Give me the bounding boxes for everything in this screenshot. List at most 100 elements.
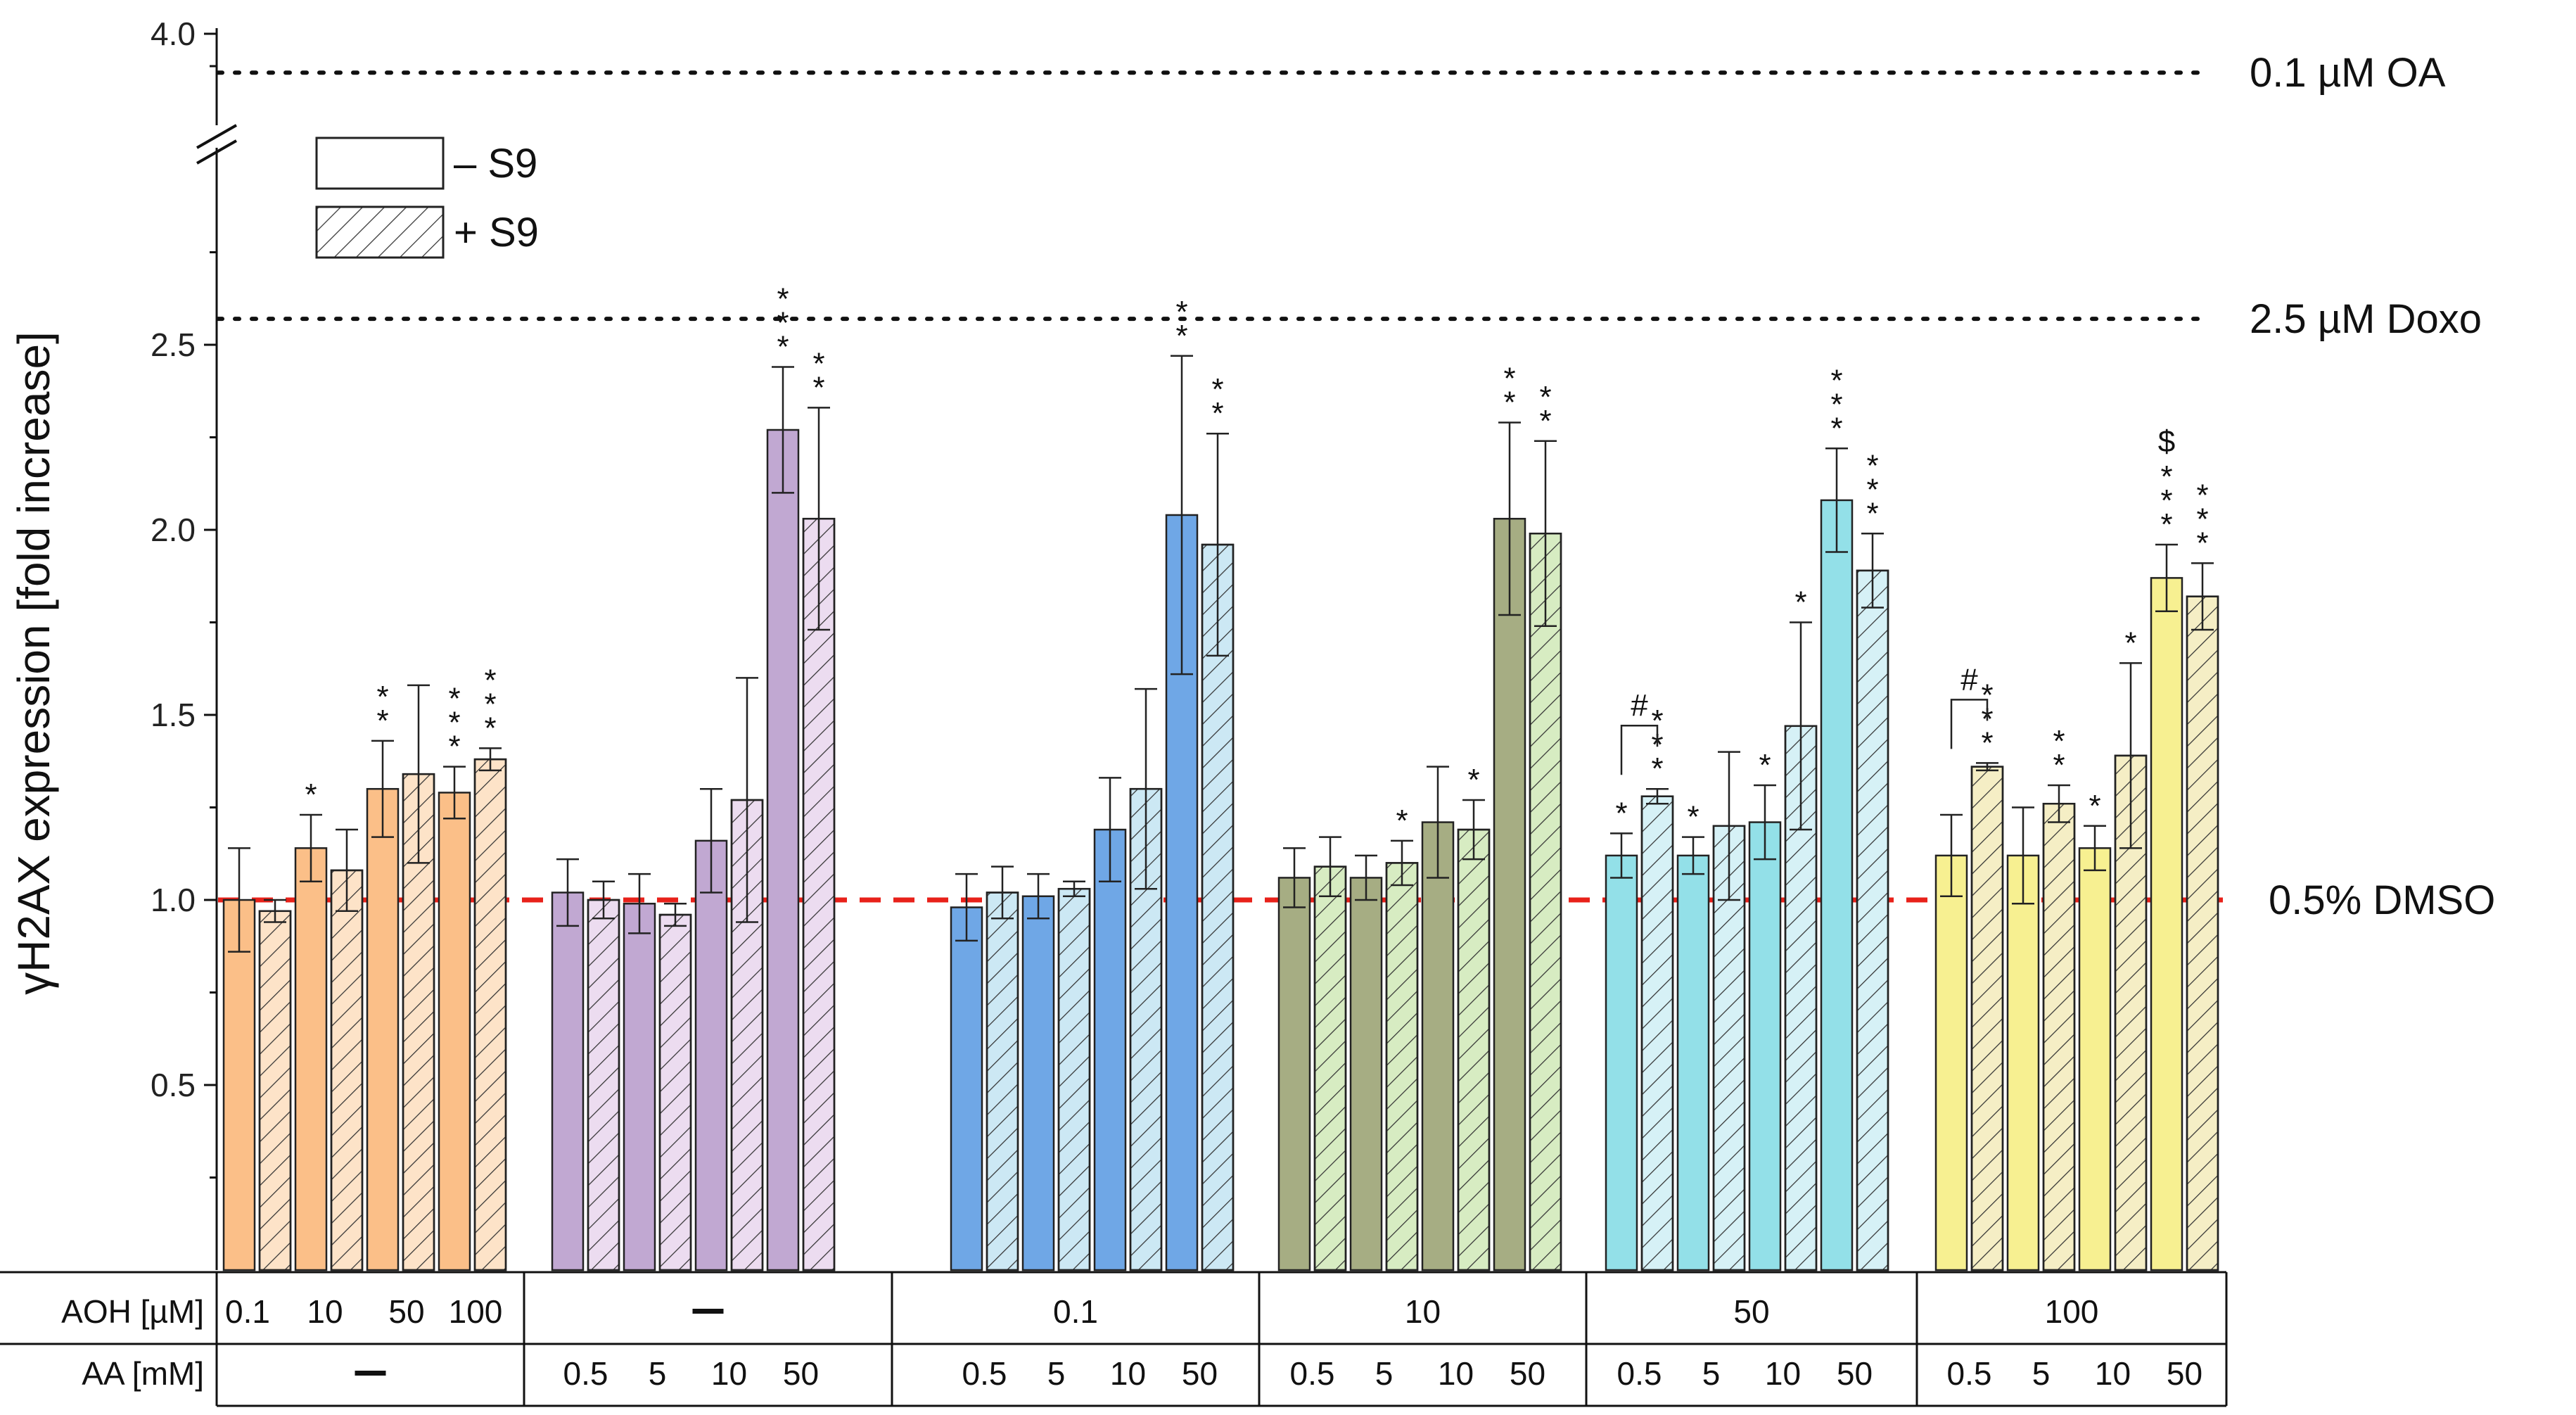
significance-mark: * xyxy=(2053,748,2065,782)
bar-hatch xyxy=(473,758,507,1271)
bar-hatch xyxy=(258,910,292,1271)
table-cell: 10 xyxy=(2095,1355,2131,1392)
table-cell: 5 xyxy=(1702,1355,1721,1392)
bar-hatch xyxy=(1970,766,2004,1271)
bar xyxy=(366,787,400,1271)
significance-mark: * xyxy=(1830,411,1842,445)
significance-mark: * xyxy=(1981,725,1993,760)
bar xyxy=(950,906,983,1271)
table-cell: 0.5 xyxy=(1947,1355,1992,1392)
bar xyxy=(1820,499,1854,1271)
table-cell: 50 xyxy=(1182,1355,1218,1392)
significance-mark: * xyxy=(1396,804,1408,838)
significance-mark: * xyxy=(2160,483,2172,518)
bar-hatch xyxy=(402,773,435,1271)
bar xyxy=(1093,828,1127,1271)
legend-swatch xyxy=(315,137,445,190)
legend-swatch-hatch xyxy=(315,205,445,259)
significance-mark: * xyxy=(484,711,496,745)
bar xyxy=(2078,847,2112,1271)
bar xyxy=(2150,577,2183,1271)
bar-hatch xyxy=(1529,533,1562,1271)
y-tick-label: 1.0 xyxy=(151,882,196,918)
reference-line-label: 2.5 µM Doxo xyxy=(2250,296,2482,342)
significance-mark: * xyxy=(1211,372,1223,407)
table-cell: 0.1 xyxy=(1053,1293,1098,1330)
table-cell: 5 xyxy=(1047,1355,1066,1392)
bar-hatch xyxy=(1640,795,1674,1271)
significance-mark: * xyxy=(1539,380,1551,414)
y-tick-label: 2.0 xyxy=(151,512,196,548)
bar xyxy=(694,839,728,1271)
table-cell: 100 xyxy=(2045,1293,2099,1330)
significance-mark: * xyxy=(777,330,789,364)
significance-mark: * xyxy=(1866,448,1878,483)
bar xyxy=(766,429,800,1271)
bar-hatch xyxy=(658,913,692,1271)
bar xyxy=(438,792,471,1271)
bar-hatch xyxy=(1385,862,1419,1271)
table-cell: 10 xyxy=(1110,1355,1146,1392)
significance-mark: * xyxy=(448,730,460,764)
bar xyxy=(1021,895,1055,1271)
table-cell: 10 xyxy=(1438,1355,1474,1392)
bar xyxy=(1493,517,1526,1271)
bar xyxy=(551,891,585,1271)
comparison-mark: # xyxy=(1631,688,1648,723)
significance-mark: * xyxy=(812,346,824,381)
table-cell: 0.5 xyxy=(962,1355,1007,1392)
bar xyxy=(1676,854,1710,1271)
significance-mark: * xyxy=(777,306,789,341)
significance-mark: * xyxy=(1866,496,1878,531)
table-cell: 50 xyxy=(1733,1293,1769,1330)
table-cell: 10 xyxy=(711,1355,747,1392)
table-cell: 50 xyxy=(783,1355,819,1392)
table-cell: 5 xyxy=(1375,1355,1394,1392)
significance-mark: * xyxy=(2196,478,2208,512)
significance-mark: * xyxy=(1830,363,1842,398)
significance-mark: * xyxy=(1651,704,1663,738)
axis-break-mark xyxy=(196,139,237,165)
significance-mark: * xyxy=(1175,295,1187,329)
significance-mark: * xyxy=(484,663,496,697)
bar-hatch xyxy=(986,891,1019,1271)
significance-mark: * xyxy=(777,282,789,317)
significance-mark: * xyxy=(2053,724,2065,759)
significance-mark: * xyxy=(1687,800,1699,835)
bar-hatch xyxy=(2042,802,2076,1271)
significance-mark: * xyxy=(812,370,824,405)
significance-mark: * xyxy=(2124,626,2136,660)
y-tick-label: 1.5 xyxy=(151,697,196,733)
bar-hatch xyxy=(1457,828,1491,1271)
axis-break-mark xyxy=(196,124,237,149)
table-cell: 50 xyxy=(1510,1355,1545,1392)
legend-label: – S9 xyxy=(454,141,537,186)
bar-hatch xyxy=(330,869,364,1271)
significance-mark: * xyxy=(1866,472,1878,507)
table-cell: 5 xyxy=(649,1355,667,1392)
significance-mark: * xyxy=(376,680,388,714)
significance-mark: * xyxy=(1981,678,1993,712)
table-row-label: AOH [µM] xyxy=(61,1293,204,1330)
significance-mark: * xyxy=(1467,763,1479,797)
bar-hatch xyxy=(1313,865,1347,1271)
comparison-mark: $ xyxy=(2158,424,2175,459)
significance-mark: * xyxy=(484,687,496,721)
bar xyxy=(2006,854,2040,1271)
bar-hatch xyxy=(1057,887,1091,1271)
bar xyxy=(1748,821,1782,1271)
significance-mark: * xyxy=(1503,385,1515,419)
significance-mark: * xyxy=(1651,751,1663,786)
table-cell: 50 xyxy=(2167,1355,2202,1392)
table-cell: 10 xyxy=(307,1293,343,1330)
table-cell: 0.5 xyxy=(1290,1355,1335,1392)
significance-mark: * xyxy=(1615,796,1627,830)
bar xyxy=(1349,877,1383,1271)
y-tick-label: 4.0 xyxy=(151,15,196,52)
significance-mark: * xyxy=(448,706,460,740)
table-cell: 50 xyxy=(388,1293,424,1330)
bar-hatch xyxy=(1856,569,1889,1271)
significance-mark: * xyxy=(2196,526,2208,560)
significance-mark: * xyxy=(2089,789,2100,823)
